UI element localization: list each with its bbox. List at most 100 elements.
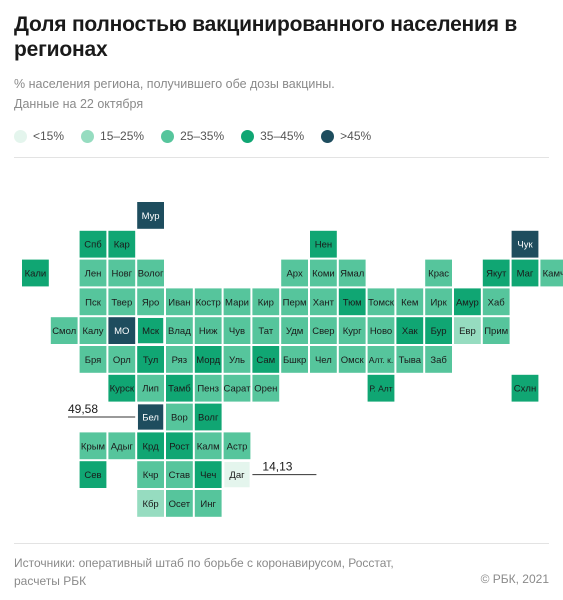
- region-cell: [454, 288, 481, 316]
- region-label: Кали: [25, 269, 47, 280]
- region-cell: [482, 288, 510, 316]
- region-tile: Тат: [252, 317, 280, 344]
- region-tile: Кбр: [137, 490, 164, 517]
- region-label: Заб: [430, 355, 447, 366]
- region-cell: [540, 259, 563, 287]
- annotation-value: 14,13: [262, 460, 292, 474]
- region-label: Пенз: [197, 384, 219, 395]
- region-tile: Свер: [310, 317, 337, 344]
- region-label: Лип: [142, 384, 159, 395]
- region-tile: Став: [166, 461, 193, 488]
- region-label: Морд: [196, 355, 220, 366]
- region-cell: [194, 317, 222, 344]
- region-label: Калм: [197, 441, 220, 452]
- region-tile: Смол: [50, 317, 78, 344]
- region-label: Инг: [200, 499, 216, 510]
- legend-label: >45%: [340, 129, 372, 143]
- region-tile: Чув: [223, 317, 251, 344]
- region-tile: МО: [108, 317, 136, 344]
- region-cell: [166, 346, 193, 373]
- region-label: Бшкр: [283, 355, 306, 366]
- region-cell: [310, 259, 337, 287]
- region-label: Чув: [229, 326, 245, 337]
- region-tile: Удм: [281, 317, 308, 344]
- region-tile: Кар: [108, 230, 136, 258]
- region-cell: [108, 317, 136, 344]
- region-label: Мари: [225, 297, 249, 308]
- legend-item: 25–35%: [161, 129, 224, 143]
- region-label: Тат: [258, 326, 273, 337]
- region-cell: [79, 288, 107, 316]
- chart-title: Доля полностью вакцинированного населени…: [14, 13, 518, 61]
- region-cell: [338, 259, 366, 287]
- region-label: Пск: [85, 297, 102, 308]
- region-cell: [137, 432, 164, 460]
- region-label: Тюм: [343, 297, 362, 308]
- region-label: Алт. к.: [369, 355, 393, 365]
- region-label: Костр: [196, 297, 221, 308]
- region-cell: [79, 317, 107, 344]
- region-tile: Ряз: [166, 346, 193, 373]
- region-label: Калу: [82, 326, 103, 337]
- region-tile: Бел: [136, 402, 165, 432]
- region-cell: [108, 259, 136, 287]
- region-cell: [281, 317, 308, 344]
- region-label: Ниж: [199, 326, 218, 337]
- region-tile: Кург: [338, 317, 366, 344]
- region-label: Вор: [171, 413, 188, 424]
- region-cell: [166, 490, 193, 517]
- region-cell: [166, 403, 193, 431]
- region-label: Орен: [254, 384, 277, 395]
- region-tile: Мск: [136, 316, 165, 345]
- region-label: Ямал: [340, 269, 364, 280]
- region-tile: Тыва: [396, 346, 424, 373]
- region-cell: [223, 432, 251, 460]
- region-label: Иван: [168, 297, 190, 308]
- region-cell: [166, 288, 193, 316]
- region-cell: [252, 374, 280, 402]
- region-tile: Осет: [166, 490, 193, 517]
- region-cell: [194, 490, 222, 517]
- legend-label: 35–45%: [260, 129, 305, 143]
- region-cell: [310, 230, 337, 258]
- region-label: Якут: [486, 269, 507, 280]
- region-cell: [338, 317, 366, 344]
- region-label: Тыва: [399, 355, 422, 366]
- region-label: Хант: [313, 297, 335, 308]
- region-cell: [281, 259, 308, 287]
- region-cell: [137, 346, 164, 373]
- region-tile: Кир: [252, 288, 280, 316]
- region-label: Евр: [459, 326, 476, 337]
- region-cell: [194, 288, 222, 316]
- data-date: Данные на 22 октября: [14, 97, 144, 111]
- region-tile: Евр: [454, 317, 481, 344]
- region-cell: [223, 288, 251, 316]
- region-cell: [137, 374, 164, 402]
- region-cell: [223, 374, 251, 402]
- region-label: Ново: [370, 326, 392, 337]
- region-tile: Орл: [108, 346, 136, 373]
- region-tile: Томск: [367, 288, 395, 316]
- region-label: Схлн: [514, 384, 536, 395]
- region-tile: Мари: [223, 288, 251, 316]
- region-tile: Калу: [79, 317, 107, 344]
- region-tile: Твер: [108, 288, 136, 316]
- region-label: Удм: [286, 326, 303, 337]
- region-cell: [511, 230, 539, 258]
- region-label: Рост: [169, 441, 190, 452]
- region-cell: [223, 346, 251, 373]
- region-cell: [166, 317, 193, 344]
- region-label: Ряз: [172, 355, 188, 366]
- region-label: Сам: [256, 355, 275, 366]
- legend-label: <15%: [33, 129, 65, 143]
- region-cell: [511, 259, 539, 287]
- region-tile: Маг: [511, 259, 539, 287]
- region-tile: Крым: [79, 432, 107, 460]
- region-tile: Хаб: [482, 288, 510, 316]
- region-label: Крас: [428, 269, 449, 280]
- region-tile: Орен: [252, 374, 280, 402]
- region-cell: [194, 346, 222, 373]
- legend-swatch: [321, 129, 335, 143]
- region-cell: [194, 461, 222, 488]
- region-cell: [79, 259, 107, 287]
